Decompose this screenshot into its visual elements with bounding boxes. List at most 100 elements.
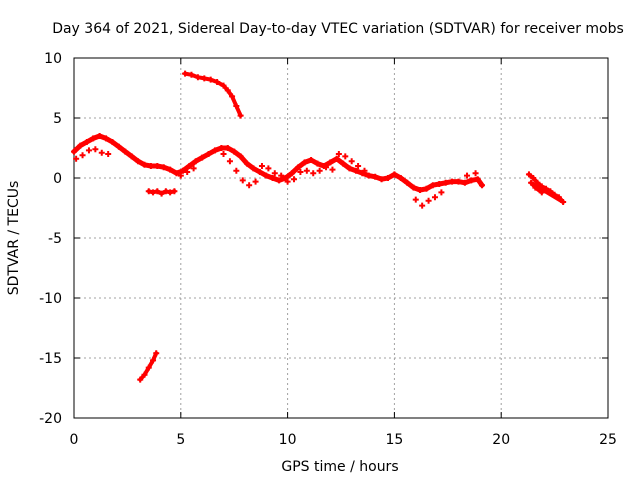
data-point (560, 199, 567, 205)
data-point (340, 160, 347, 167)
data-point (538, 189, 545, 196)
x-tick-label: 20 (492, 432, 510, 448)
data-point (297, 169, 304, 175)
data-point (425, 197, 432, 204)
data-point (472, 170, 479, 177)
series-negative-segment (145, 188, 178, 197)
data-point (271, 170, 278, 177)
data-point (551, 191, 558, 198)
data-point (244, 160, 251, 167)
data-point (167, 189, 174, 196)
data-point (205, 151, 212, 157)
data-point (346, 165, 353, 172)
data-point (77, 142, 84, 149)
data-point (90, 135, 97, 142)
data-point (233, 167, 240, 174)
data-point (194, 74, 201, 81)
data-point (179, 167, 186, 174)
data-point (295, 164, 302, 171)
data-point (419, 202, 426, 209)
data-point (211, 147, 218, 154)
data-point (404, 179, 411, 186)
data-point (171, 188, 178, 195)
data-point (314, 160, 321, 167)
data-point (528, 179, 535, 186)
chart-title: Day 364 of 2021, Sidereal Day-to-day VTE… (52, 21, 624, 37)
data-point (85, 147, 92, 154)
y-tick-label: -10 (39, 291, 62, 307)
axis-ticks (73, 57, 609, 419)
data-point (410, 184, 417, 191)
data-point (417, 187, 424, 193)
x-tick-label: 15 (385, 432, 403, 448)
data-point (429, 182, 436, 189)
data-point (308, 157, 315, 163)
data-point (231, 148, 238, 155)
data-point (103, 135, 110, 142)
y-tick-label: -20 (39, 411, 62, 427)
data-point (442, 179, 449, 186)
data-point (282, 175, 289, 181)
data-point (397, 175, 404, 181)
x-axis-label: GPS time / hours (281, 459, 398, 475)
x-tick-labels: 0 5 10 15 20 25 (70, 432, 617, 448)
data-point (468, 177, 475, 184)
data-point (141, 161, 148, 168)
data-point (177, 172, 184, 179)
data-point (135, 158, 142, 165)
data-point (461, 179, 468, 186)
data-point (555, 194, 562, 201)
data-point (455, 178, 462, 185)
data-point (355, 163, 362, 169)
data-point (141, 371, 148, 378)
data-point (160, 164, 167, 171)
data-point (525, 171, 532, 178)
data-point (92, 146, 99, 153)
data-point (335, 151, 342, 157)
data-point (288, 170, 295, 177)
data-point (391, 171, 398, 178)
data-point (333, 155, 340, 162)
data-point (284, 178, 291, 185)
x-tick-label: 5 (176, 432, 185, 448)
data-point (224, 87, 231, 94)
data-point (73, 155, 80, 162)
data-point (474, 176, 481, 183)
data-point (478, 182, 485, 189)
data-point (128, 153, 135, 160)
data-point (201, 75, 208, 82)
data-point (229, 93, 236, 100)
data-point (182, 70, 189, 77)
data-point (167, 166, 174, 173)
y-axis-label: SDTVAR / TECUs (6, 181, 22, 296)
x-tick-label: 25 (599, 432, 617, 448)
data-point (423, 185, 430, 192)
data-point (464, 172, 471, 179)
data-point (530, 175, 537, 181)
data-point (352, 167, 359, 174)
data-point (188, 71, 195, 78)
data-point (263, 172, 270, 179)
series-trace (71, 133, 485, 193)
data-point (150, 357, 157, 364)
data-point (534, 179, 541, 186)
data-point (449, 178, 456, 185)
data-point (199, 154, 206, 161)
data-point (158, 190, 165, 197)
series-late-segment (525, 171, 567, 205)
data-point (412, 196, 419, 203)
data-point (378, 176, 385, 183)
y-tick-label: 0 (53, 171, 62, 187)
data-point (186, 163, 193, 169)
data-point (250, 165, 257, 172)
data-point (109, 139, 116, 145)
data-point (153, 350, 160, 357)
data-point (256, 169, 263, 175)
data-point (214, 79, 221, 85)
data-point (252, 178, 259, 185)
data-point (154, 163, 161, 169)
data-point (207, 76, 214, 83)
data-point (276, 177, 283, 184)
data-point (192, 158, 199, 165)
data-point (237, 153, 244, 160)
